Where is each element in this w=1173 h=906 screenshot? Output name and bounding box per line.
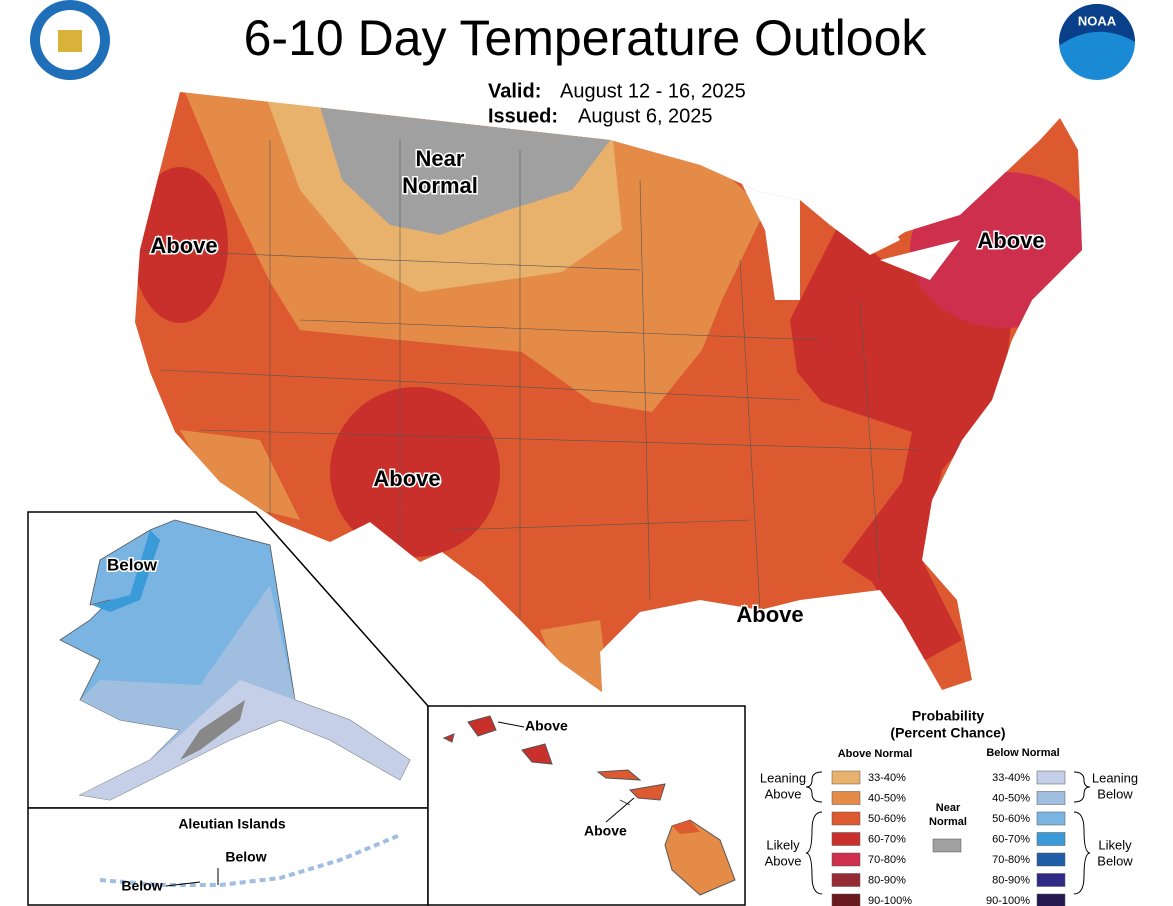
legend-swatch xyxy=(1036,873,1066,887)
legend-header: Below Normal xyxy=(986,747,1059,759)
legend-title: (Percent Chance) xyxy=(890,725,1005,741)
legend-swatch xyxy=(831,811,861,826)
map-label: Below xyxy=(121,878,162,894)
legend-swatch xyxy=(1036,893,1066,906)
map-label: Below xyxy=(107,555,158,574)
legend-range: 60-70% xyxy=(992,833,1030,845)
noaa-logo: NOAA xyxy=(1059,4,1135,80)
legend-range: 90-100% xyxy=(868,895,912,906)
hawaii-inset: Above Above xyxy=(427,705,746,906)
map-label: Above xyxy=(373,466,440,491)
near-label: Near xyxy=(936,802,961,814)
legend-swatch xyxy=(831,873,861,887)
us-map xyxy=(135,92,1082,692)
legend-swatch xyxy=(1036,811,1066,826)
legend-swatch xyxy=(831,770,861,785)
legend-range: 50-60% xyxy=(868,813,906,825)
legend-range: 80-90% xyxy=(992,874,1030,886)
legend-range: 40-50% xyxy=(992,792,1030,804)
legend-swatch xyxy=(831,893,861,906)
legend-title: Probability xyxy=(912,708,985,724)
group-label: Leaning xyxy=(760,770,806,785)
legend-swatch xyxy=(1036,770,1066,785)
commerce-seal xyxy=(30,0,110,80)
legend-swatch xyxy=(1036,791,1066,805)
logo-text: NOAA xyxy=(1078,13,1117,28)
issued-date: August 6, 2025 xyxy=(578,105,713,127)
legend-range: 70-80% xyxy=(992,854,1030,866)
near-label: Normal xyxy=(929,816,967,828)
legend-range: 33-40% xyxy=(868,772,906,784)
title: 6-10 Day Temperature Outlook xyxy=(244,10,928,66)
legend-range: 50-60% xyxy=(992,813,1030,825)
legend-range: 90-100% xyxy=(986,895,1030,906)
map-label: Normal xyxy=(402,173,478,198)
group-label: Leaning xyxy=(1092,770,1138,785)
legend-swatch xyxy=(831,832,861,846)
legend-range: 33-40% xyxy=(992,772,1030,784)
legend-range: 60-70% xyxy=(868,833,906,845)
group-label: Likely xyxy=(766,837,800,852)
map-label: Below xyxy=(225,849,266,865)
group-label: Likely xyxy=(1098,837,1132,852)
legend-swatch xyxy=(1036,852,1066,867)
legend-swatch xyxy=(831,791,861,805)
map-label: Above xyxy=(525,718,568,734)
legend-swatch xyxy=(831,852,861,867)
legend-swatch xyxy=(932,838,962,853)
legend: Probability (Percent Chance) Above Norma… xyxy=(760,708,1138,906)
legend-swatch xyxy=(1036,832,1066,846)
group-label: Below xyxy=(1097,853,1133,868)
legend-range: 80-90% xyxy=(868,874,906,886)
legend-range: 40-50% xyxy=(868,792,906,804)
issued-label: Issued: xyxy=(488,105,558,127)
valid-dates: August 12 - 16, 2025 xyxy=(560,80,746,102)
map-label: Above xyxy=(584,823,627,839)
aleutian-inset: Aleutian Islands Below Below xyxy=(27,807,429,906)
inset-title: Aleutian Islands xyxy=(178,816,286,832)
legend-range: 70-80% xyxy=(868,854,906,866)
group-label: Above xyxy=(765,853,802,868)
group-label: Below xyxy=(1097,786,1133,801)
legend-header: Above Normal xyxy=(838,748,913,760)
map-label: Above xyxy=(977,228,1044,253)
map-label: Near xyxy=(416,146,465,171)
map-label: Above xyxy=(150,233,217,258)
valid-label: Valid: xyxy=(488,80,541,102)
map-label: Above xyxy=(736,602,803,627)
alaska-inset: Below xyxy=(27,511,429,809)
group-label: Above xyxy=(765,786,802,801)
